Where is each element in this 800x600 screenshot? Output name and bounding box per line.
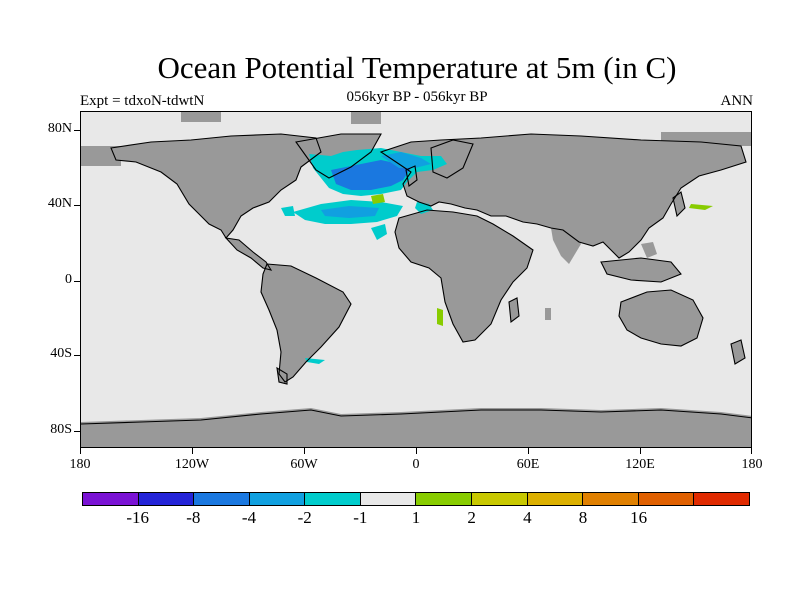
lat-label-80s: 80S — [50, 422, 72, 437]
australia — [619, 290, 703, 346]
arctic-patch — [351, 112, 381, 124]
green-patch — [371, 194, 385, 204]
lon-tick — [416, 448, 417, 454]
colorbar-label: -1 — [353, 508, 368, 527]
scandinavia — [431, 140, 473, 178]
season-label: ANN — [720, 93, 754, 109]
south-america — [261, 264, 351, 382]
eastern-cyan — [371, 224, 387, 240]
colorbar-swatch — [83, 493, 139, 505]
colorbar-label: -2 — [297, 508, 312, 527]
lon-label-0: 0 — [412, 457, 420, 472]
lat-label-80n: 80N — [47, 121, 72, 136]
colorbar — [82, 492, 750, 506]
lon-label-120w: 120W — [174, 457, 210, 472]
india — [551, 228, 581, 264]
colorbar-swatch — [360, 493, 417, 505]
subtropical-blue — [321, 206, 379, 218]
lon-label-120e: 120E — [625, 457, 655, 472]
anomaly-fills — [281, 148, 713, 364]
lat-label-40s: 40S — [50, 346, 72, 361]
central-america — [226, 238, 271, 270]
colorbar-label: -4 — [241, 508, 257, 527]
land-masses — [81, 112, 751, 447]
lon-tick — [528, 448, 529, 454]
arctic-patch — [181, 112, 221, 122]
arctic-patch — [81, 146, 121, 166]
africa — [395, 210, 533, 342]
colorbar-label: -8 — [186, 508, 201, 527]
lat-label-0: 0 — [65, 272, 72, 287]
lon-label-60e: 60E — [516, 457, 540, 472]
coastlines — [81, 133, 751, 425]
madagascar — [509, 298, 519, 322]
lon-tick — [640, 448, 641, 454]
colorbar-label: 8 — [578, 508, 588, 527]
se-asia-islands — [601, 258, 681, 282]
lat-tick — [74, 281, 80, 282]
colorbar-swatch — [138, 493, 195, 505]
lat-label-40n: 40N — [47, 196, 72, 211]
colorbar-swatch — [472, 493, 528, 505]
colorbar-label: 16 — [630, 508, 648, 527]
lon-label-180e: 180 — [741, 457, 763, 472]
lon-label-180w: 180 — [69, 457, 91, 472]
new-zealand — [731, 340, 745, 364]
north-america — [111, 134, 321, 238]
island-patch — [321, 328, 331, 334]
lat-tick — [74, 130, 80, 131]
experiment-label: Expt = tdxoN-tdwtN — [80, 93, 205, 109]
colorbar-swatch — [194, 493, 250, 505]
lon-tick — [80, 448, 81, 454]
eurasia — [381, 134, 746, 258]
green-patch — [689, 204, 713, 210]
colorbar-label: 2 — [467, 508, 476, 527]
colorbar-swatch — [694, 493, 749, 505]
colorbar-swatch — [249, 493, 306, 505]
philippines — [641, 242, 657, 258]
lat-tick — [74, 205, 80, 206]
antarctica — [81, 408, 751, 447]
island-patch — [545, 308, 551, 320]
colorbar-label: -16 — [126, 508, 149, 527]
colorbar-swatch — [638, 493, 695, 505]
green-patch — [437, 308, 443, 326]
lon-tick — [192, 448, 193, 454]
colorbar-swatch — [583, 493, 639, 505]
coastal-cyan — [281, 206, 295, 216]
lon-tick — [751, 448, 752, 454]
colorbar-swatch — [305, 493, 361, 505]
lon-label-60w: 60W — [290, 457, 318, 472]
mid-blue — [381, 152, 431, 168]
colorbar-label: 1 — [411, 508, 421, 527]
world-map — [81, 112, 751, 447]
map-plot-area — [80, 111, 752, 448]
southern-cyan — [305, 358, 325, 364]
lat-tick — [74, 355, 80, 356]
time-range-subtitle: 056kyr BP - 056kyr BP — [346, 89, 488, 105]
colorbar-swatch — [416, 493, 473, 505]
lat-tick — [74, 431, 80, 432]
lon-tick — [304, 448, 305, 454]
map-title: Ocean Potential Temperature at 5m (in C) — [157, 50, 677, 85]
colorbar-swatch — [527, 493, 584, 505]
colorbar-label: 4 — [523, 508, 532, 527]
